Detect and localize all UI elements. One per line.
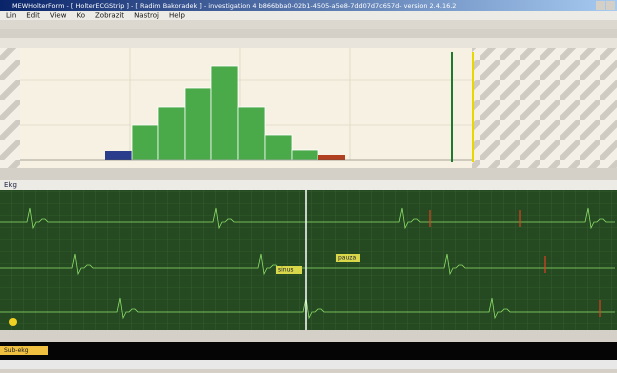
menu-item[interactable]: Lin — [6, 12, 16, 20]
toolbar — [0, 20, 617, 29]
menu-item[interactable]: Help — [169, 12, 186, 20]
toolbar — [0, 330, 617, 342]
toolbar — [0, 38, 617, 48]
window-title: MEWHolterForm - [ HolterECGStrip ] - [ R… — [12, 2, 456, 10]
ecg-panel — [0, 190, 617, 330]
menu-item[interactable]: Zobrazit — [95, 12, 124, 20]
app-window: MEWHolterForm - [ HolterECGStrip ] - [ R… — [0, 0, 617, 369]
close-button[interactable] — [606, 1, 615, 10]
strip-header — [0, 180, 617, 190]
page: MEWHolterForm - [ HolterECGStrip ] - [ R… — [0, 0, 617, 369]
menu-background — [0, 11, 617, 20]
minimize-button[interactable] — [596, 1, 605, 10]
menu-item[interactable]: Ko — [76, 12, 85, 20]
histogram-bar — [318, 155, 345, 160]
menu-item[interactable]: View — [50, 12, 67, 20]
ecg-marker: sinus — [278, 267, 294, 274]
ruler — [0, 360, 617, 369]
pattern-panel — [472, 48, 617, 168]
ecg-marker: pauza — [338, 255, 356, 262]
timeline — [0, 342, 617, 360]
toolbar — [0, 168, 617, 180]
histogram-bar — [105, 151, 132, 160]
timeline-label: Sub-ekg — [4, 347, 29, 354]
menu-bar: Lin Edit View Ko Zobrazit Nastroj Help — [0, 11, 617, 20]
strip-label: Ekg — [4, 181, 17, 189]
indicator — [9, 318, 17, 326]
pattern-panel — [0, 48, 20, 168]
menu-item[interactable]: Edit — [26, 12, 40, 20]
menu-item[interactable]: Nastroj — [134, 12, 159, 20]
